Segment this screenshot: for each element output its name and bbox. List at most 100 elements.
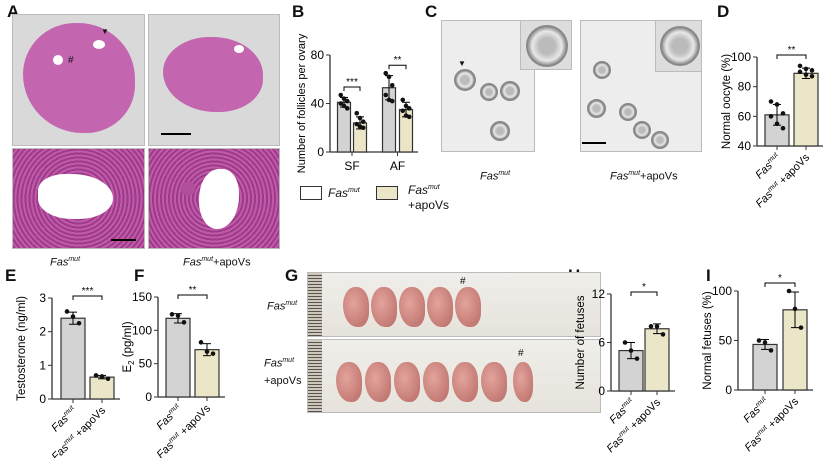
- label-suffix: +apoVs: [71, 404, 109, 442]
- bar-e: [89, 376, 115, 400]
- oocyte-inset-apovs: [655, 20, 702, 72]
- category-label-b: AF: [390, 159, 405, 173]
- y-tick-label-b: 0: [317, 145, 324, 159]
- data-point-b: [354, 110, 360, 116]
- bar-f: [165, 317, 191, 398]
- legend-label-fasmut: Fasmut: [328, 186, 360, 200]
- y-tick-label-h: 6: [598, 336, 605, 350]
- significance-bracket-d: [776, 54, 807, 59]
- y-axis-label-d: Normal oocyte (%): [721, 54, 733, 149]
- data-point-d: [809, 73, 815, 79]
- data-point-b: [389, 98, 395, 104]
- y-tick-label-d: 100: [731, 50, 751, 64]
- panel-label-b: B: [292, 2, 305, 21]
- data-point-b: [400, 97, 406, 103]
- significance-bracket-h: [630, 291, 658, 296]
- data-point-d: [780, 125, 786, 131]
- significance-label-i: *: [778, 273, 782, 284]
- data-point-f: [204, 349, 210, 354]
- caption-g-apovs: Fasmut +apoVs: [264, 357, 302, 387]
- data-point-d: [774, 121, 780, 127]
- data-point-b: [344, 98, 350, 104]
- label-sup: mut: [620, 396, 634, 410]
- data-point-h: [634, 356, 640, 361]
- data-point-i: [762, 340, 768, 345]
- label-sup: mut: [62, 404, 76, 418]
- data-point-b: [383, 70, 389, 76]
- category-label-h: Fasmut +apoVs: [605, 396, 664, 455]
- data-point-b: [341, 96, 347, 101]
- data-point-e: [70, 314, 76, 319]
- category-label-i: Fasmut +apoVs: [743, 395, 802, 454]
- oocyte-image-apovs: [580, 20, 702, 152]
- legend-label-apovs: Fasmut +apoVs: [408, 183, 450, 212]
- data-point-i: [768, 348, 774, 353]
- category-label-b: SF: [344, 159, 359, 173]
- data-point-b: [386, 74, 392, 80]
- y-tick-label-f: 150: [132, 290, 152, 304]
- label-suffix: +apoVs: [176, 402, 214, 440]
- caption-a-fasmut: Fasmut: [50, 256, 81, 269]
- data-point-h: [660, 332, 666, 337]
- bar-e: [60, 317, 86, 400]
- panel-label-e: E: [5, 266, 17, 285]
- data-point-b: [406, 114, 412, 120]
- data-point-e: [76, 320, 82, 326]
- y-axis-label-f: E2 (pg/ml): [122, 321, 136, 372]
- data-point-b: [338, 92, 344, 98]
- unit: (pg/ml): [122, 321, 134, 360]
- y-tick-label-i: 100: [712, 284, 732, 298]
- y-tick-label-e: 1: [39, 358, 46, 372]
- fetus-image-fasmut: #: [307, 272, 601, 337]
- data-point-d: [774, 102, 780, 107]
- bar-f: [194, 349, 220, 398]
- data-point-b: [360, 119, 366, 124]
- data-point-d: [803, 66, 809, 72]
- y-axis-label-e: Testosterone (ng/ml): [16, 296, 28, 401]
- hash-mark: #: [460, 276, 466, 287]
- y-tick-label-e: 0: [39, 392, 46, 406]
- panel-label-g: G: [285, 266, 299, 285]
- bar-h: [644, 328, 670, 392]
- data-point-i: [756, 338, 762, 343]
- bar-i: [752, 343, 778, 391]
- fetus-image-apovs: #: [307, 339, 601, 413]
- significance-label-h: *: [642, 282, 646, 293]
- significance-label-b: **: [394, 55, 402, 66]
- data-point-e: [64, 309, 70, 314]
- arrowhead-mark: ▼: [458, 59, 466, 68]
- label-suffix: +apoVs: [775, 151, 813, 189]
- legend-swatch-fasmut: [300, 186, 322, 200]
- y-tick-label-f: 50: [139, 357, 153, 371]
- y-tick-label-d: 80: [738, 80, 752, 94]
- hash-mark: #: [68, 55, 74, 66]
- data-point-d: [768, 99, 774, 104]
- ovary-section-apovs: [148, 14, 280, 146]
- significance-label-b: ***: [346, 77, 358, 88]
- y-tick-label-f: 100: [132, 323, 152, 337]
- data-point-b: [400, 108, 406, 114]
- data-point-d: [809, 68, 815, 73]
- ovary-section-fasmut: # ▼: [12, 14, 145, 146]
- data-point-b: [383, 92, 389, 98]
- data-point-h: [648, 324, 654, 329]
- legend-swatch-apovs: [376, 186, 398, 200]
- oocyte-image-fasmut: ▼: [441, 20, 535, 152]
- data-point-b: [406, 106, 412, 111]
- follicle-zoom-fasmut: [12, 148, 145, 249]
- caption-a-apovs: Fasmut+apoVs: [183, 256, 251, 269]
- data-point-i: [798, 325, 804, 330]
- panel-label-f: F: [134, 266, 145, 285]
- caption-c-apovs: Fasmut+apoVs: [610, 170, 678, 183]
- significance-bracket-b: [343, 86, 361, 92]
- data-point-h: [622, 340, 628, 345]
- data-point-b: [389, 83, 395, 88]
- scale-bar: [582, 142, 606, 144]
- y-tick-label-f: 0: [145, 390, 152, 404]
- label-sup: mut: [766, 151, 780, 165]
- y-tick-label-h: 12: [592, 287, 606, 301]
- y-tick-label-b: 40: [311, 97, 325, 111]
- panel-label-i: I: [706, 266, 711, 285]
